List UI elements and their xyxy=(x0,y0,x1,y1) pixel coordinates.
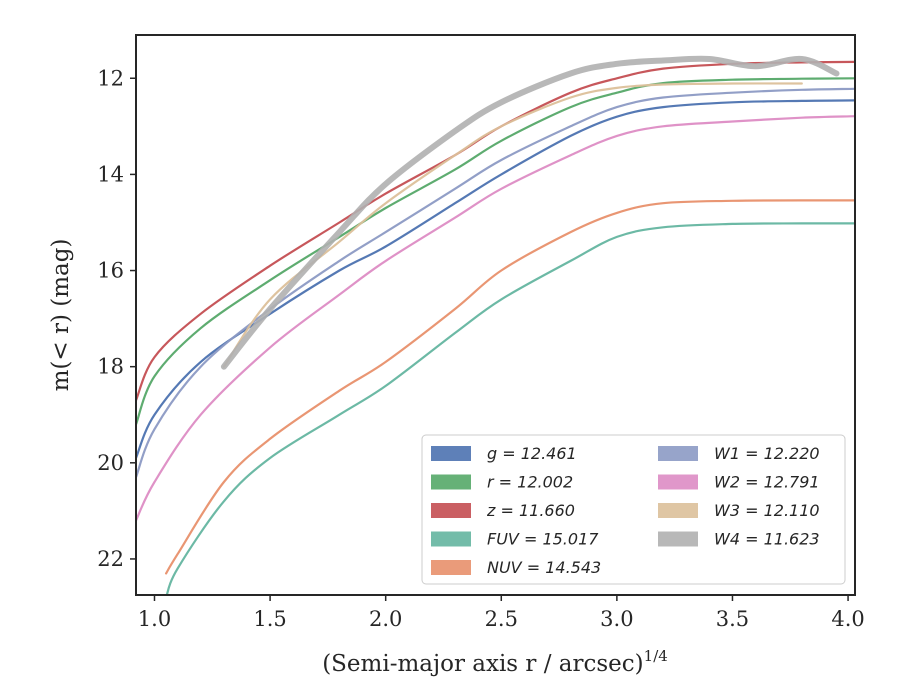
legend-swatch-w2 xyxy=(658,474,698,490)
series-line-nuv xyxy=(165,199,855,575)
y-tick-label: 22 xyxy=(97,547,124,571)
y-tick-label: 12 xyxy=(97,66,124,90)
plot-frame xyxy=(135,34,856,596)
legend-label-z: z = 11.660 xyxy=(486,501,575,520)
x-tick-label: 3.0 xyxy=(600,607,633,631)
series-line-w4 xyxy=(220,55,840,370)
x-tick-label: 2.0 xyxy=(369,607,402,631)
legend-items: g = 12.461 r = 12.002 z = 11.660 FUV = 15.0… xyxy=(431,444,820,577)
legend-label-w3: W3 = 12.110 xyxy=(714,501,820,520)
series-line-g xyxy=(136,99,855,460)
series-line-z xyxy=(136,60,855,402)
legend-swatch-nuv xyxy=(431,560,471,575)
legend-label-fuv: FUV = 15.017 xyxy=(487,530,599,549)
legend-swatch-fuv xyxy=(431,531,471,547)
y-tick-label: 14 xyxy=(97,162,124,186)
y-tick-label: 16 xyxy=(97,259,124,283)
y-tick-label: 18 xyxy=(97,355,124,379)
legend-label-w2: W2 = 12.791 xyxy=(714,473,820,492)
legend-label-w4: W4 = 11.623 xyxy=(714,530,820,549)
legend-swatch-z xyxy=(431,503,471,518)
x-axis-title-exponent: 1/4 xyxy=(644,647,668,665)
series-line-fuv xyxy=(165,222,855,595)
series-line-w2 xyxy=(136,115,855,522)
legend-swatch-w1 xyxy=(658,446,698,461)
legend-label-r: r = 12.002 xyxy=(487,473,573,492)
x-tick-label: 1.0 xyxy=(138,607,171,631)
x-tick-label: 4.0 xyxy=(831,607,864,631)
legend-label-nuv: NUV = 14.543 xyxy=(487,558,601,577)
x-axis-title: (Semi-major axis r / arcsec)1/4 xyxy=(322,647,668,677)
y-tick-label: 20 xyxy=(97,451,124,475)
x-axis: 1.0 1.5 2.0 2.5 3.0 3.5 4.0 xyxy=(138,595,865,631)
series-line-w1 xyxy=(136,87,855,479)
legend-label-g: g = 12.461 xyxy=(487,444,577,463)
x-tick-label: 2.5 xyxy=(485,607,518,631)
x-tick-label: 1.5 xyxy=(253,607,286,631)
x-tick-label: 3.5 xyxy=(716,607,749,631)
series-line-r xyxy=(136,77,855,426)
legend-swatch-r xyxy=(431,474,471,490)
legend-label-w1: W1 = 12.220 xyxy=(714,444,820,463)
legend: g = 12.461 r = 12.002 z = 11.660 FUV = 15.0… xyxy=(421,434,846,585)
legend-swatch-w4 xyxy=(658,531,698,547)
series-layer xyxy=(136,55,855,595)
legend-swatch-w3 xyxy=(658,503,698,518)
legend-swatch-g xyxy=(431,446,471,461)
y-axis: 12 14 16 18 20 22 xyxy=(97,66,136,571)
legend-frame xyxy=(421,434,846,585)
y-axis-title: m(< r) (mag) xyxy=(48,239,74,392)
